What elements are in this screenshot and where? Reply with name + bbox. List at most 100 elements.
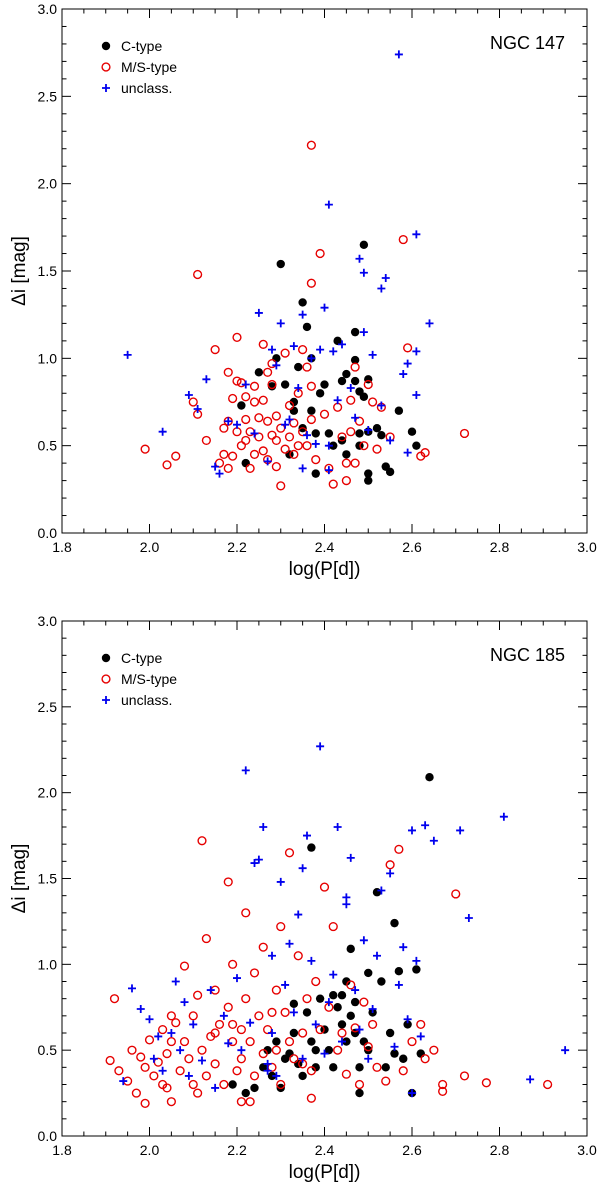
- data-point: [249, 449, 260, 460]
- data-point: [259, 1063, 268, 1072]
- data-point: [259, 823, 268, 831]
- data-point: [377, 886, 386, 895]
- series-1: [228, 773, 434, 1098]
- data-point: [416, 1032, 425, 1041]
- data-point: [324, 998, 333, 1007]
- data-point: [241, 435, 251, 446]
- data-point: [381, 1076, 391, 1086]
- data-point: [412, 230, 421, 239]
- data-point: [364, 425, 373, 434]
- data-point: [412, 441, 421, 450]
- data-point: [333, 1003, 342, 1012]
- data-point: [324, 200, 333, 209]
- y-axis-label: Δi [mag]: [9, 844, 30, 914]
- legend-label: M/S-type: [121, 59, 177, 75]
- data-point: [241, 458, 250, 468]
- data-point: [342, 977, 351, 986]
- data-point: [193, 990, 203, 1000]
- x-tick-label: 2.8: [490, 1142, 510, 1158]
- data-point: [425, 773, 434, 782]
- data-point: [390, 1049, 399, 1058]
- data-point: [189, 1020, 198, 1029]
- data-point: [254, 308, 263, 317]
- data-point: [128, 984, 136, 993]
- data-point: [311, 455, 321, 465]
- data-point: [324, 466, 333, 475]
- data-point: [342, 893, 351, 902]
- data-point: [408, 826, 416, 835]
- data-point: [337, 1020, 347, 1029]
- y-tick-label: 0.0: [38, 1128, 58, 1144]
- data-point: [359, 392, 369, 401]
- data-point: [311, 469, 320, 478]
- data-point: [276, 481, 286, 491]
- data-point: [285, 939, 294, 948]
- data-point: [377, 284, 386, 293]
- data-point: [337, 376, 347, 386]
- data-point: [359, 240, 369, 249]
- data-point: [289, 1028, 299, 1038]
- data-point: [167, 1029, 176, 1037]
- data-point: [228, 451, 238, 461]
- data-point: [338, 340, 346, 349]
- data-point: [285, 1049, 294, 1058]
- data-point: [459, 1071, 470, 1081]
- data-point: [158, 1024, 168, 1035]
- data-point: [315, 994, 325, 1003]
- data-point: [180, 998, 189, 1007]
- data-point: [429, 836, 438, 845]
- data-point: [210, 1028, 220, 1038]
- data-point: [289, 1008, 298, 1017]
- chart-panel-1: 1.8 2.0 2.2 2.4 2.6 2.8 3.0 0.0 0.5 1.0 1.5 2.0 2.5 3…: [9, 1, 597, 580]
- data-point: [407, 427, 417, 436]
- data-point: [298, 464, 307, 473]
- data-point: [333, 402, 343, 412]
- series-3: [119, 742, 570, 1098]
- data-point: [412, 965, 421, 974]
- data-point: [319, 409, 330, 419]
- data-point: [246, 1018, 255, 1027]
- data-point: [267, 1007, 277, 1018]
- data-point: [175, 1066, 185, 1076]
- data-point: [351, 986, 360, 995]
- data-point: [398, 1066, 408, 1076]
- data-point: [114, 1066, 124, 1076]
- data-point: [158, 427, 167, 436]
- data-point: [250, 1083, 259, 1093]
- data-point: [307, 843, 316, 852]
- data-point: [324, 1045, 334, 1055]
- data-point: [241, 414, 251, 425]
- data-point: [342, 450, 351, 459]
- data-point: [328, 921, 338, 932]
- data-point: [377, 430, 386, 440]
- x-tick-label: 2.6: [402, 539, 422, 555]
- data-point: [281, 420, 290, 429]
- data-point: [241, 766, 250, 775]
- data-point: [136, 1052, 146, 1062]
- data-point: [271, 462, 281, 472]
- data-point: [315, 1024, 325, 1035]
- data-point: [298, 1028, 308, 1038]
- data-point: [140, 1062, 150, 1072]
- data-point: [197, 836, 207, 846]
- data-point: [219, 1011, 228, 1020]
- data-point: [171, 977, 180, 986]
- data-point: [499, 812, 508, 821]
- data-point: [250, 859, 259, 868]
- data-point: [271, 985, 281, 995]
- data-point: [311, 1063, 320, 1072]
- data-point: [311, 439, 320, 448]
- data-point: [210, 345, 220, 355]
- data-point: [280, 1007, 290, 1018]
- legend-label: unclass.: [121, 692, 172, 708]
- data-point: [311, 976, 321, 987]
- data-point: [399, 943, 408, 952]
- data-point: [350, 997, 360, 1007]
- data-point: [245, 1036, 255, 1047]
- data-point: [166, 1036, 176, 1047]
- panel-name: NGC 147: [490, 33, 565, 53]
- data-point: [276, 921, 286, 932]
- data-point: [136, 1004, 145, 1013]
- data-point: [263, 1045, 272, 1055]
